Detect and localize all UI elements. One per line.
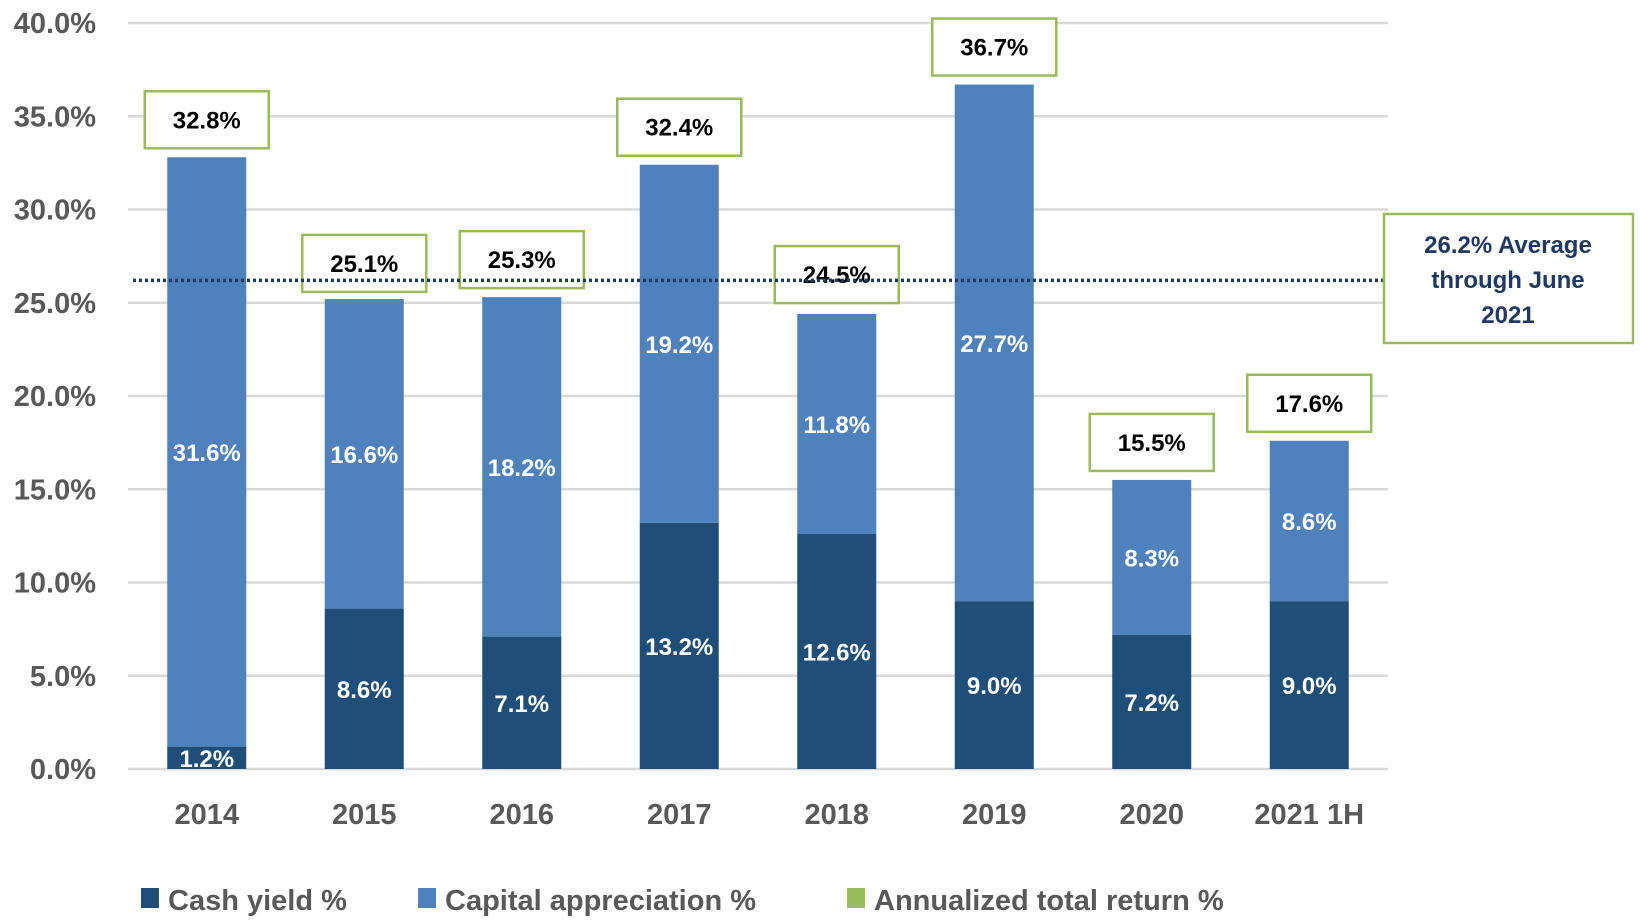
y-tick-label: 5.0% xyxy=(30,661,96,693)
capital-appreciation-label: 11.8% xyxy=(803,412,870,439)
annotation-text: 26.2% Average xyxy=(1424,232,1592,259)
capital-appreciation-label: 18.2% xyxy=(488,455,556,482)
bar-capital-appreciation xyxy=(324,299,404,609)
capital-appreciation-label: 27.7% xyxy=(960,331,1028,358)
bar-capital-appreciation xyxy=(482,297,562,637)
y-tick-label: 15.0% xyxy=(14,474,96,506)
legend-swatch xyxy=(847,888,865,908)
x-axis-ticks: 2014 2015 2016 2017 2018 2019 2020 2021 1H xyxy=(174,799,1364,831)
cash-yield-label: 1.2% xyxy=(179,746,234,773)
legend-label: Annualized total return % xyxy=(874,885,1224,917)
annotation-box xyxy=(1382,212,1635,345)
total-return-label: 17.6% xyxy=(1275,391,1343,418)
total-return-box xyxy=(1088,412,1215,473)
total-return-label: 24.5% xyxy=(803,262,871,289)
bars: 1.2% 31.6% 32.8% 8.6% 16.6% 25.1% 7.1% 18.2% 25.… xyxy=(143,17,1373,773)
bar-cash-yield xyxy=(482,636,562,769)
total-return-label: 25.3% xyxy=(488,247,556,274)
bar-capital-appreciation xyxy=(797,313,877,535)
bar-cash-yield xyxy=(797,534,877,769)
total-return-label: 25.1% xyxy=(330,251,398,278)
capital-appreciation-label: 8.3% xyxy=(1124,545,1179,572)
cash-yield-label: 9.0% xyxy=(967,673,1022,700)
x-tick-label: 2020 xyxy=(1119,799,1184,831)
total-return-label: 36.7% xyxy=(960,35,1028,62)
x-tick-label: 2018 xyxy=(804,799,869,831)
x-tick-label: 2021 1H xyxy=(1254,799,1364,831)
bar-capital-appreciation xyxy=(954,84,1034,602)
x-tick-label: 2014 xyxy=(174,799,239,831)
bar-cash-yield xyxy=(639,522,719,769)
total-return-label: 15.5% xyxy=(1118,430,1186,457)
bar-cash-yield xyxy=(1269,601,1349,769)
capital-appreciation-label: 19.2% xyxy=(645,332,713,359)
average-annotation: 26.2% Average through June 2021 xyxy=(1382,212,1635,345)
x-tick-label: 2015 xyxy=(332,799,397,831)
total-return-box xyxy=(931,17,1058,77)
total-return-label: 32.4% xyxy=(645,115,713,142)
y-tick-label: 30.0% xyxy=(14,195,96,227)
y-tick-label: 25.0% xyxy=(14,288,96,320)
cash-yield-label: 13.2% xyxy=(645,634,713,661)
cash-yield-label: 8.6% xyxy=(337,677,392,704)
annotation-text: 2021 xyxy=(1481,302,1534,329)
total-return-box xyxy=(143,90,270,150)
legend-label: Capital appreciation % xyxy=(445,885,756,917)
y-tick-label: 40.0% xyxy=(14,8,96,40)
total-return-box xyxy=(301,233,428,294)
bar-capital-appreciation xyxy=(167,157,247,747)
total-return-box xyxy=(773,244,900,305)
capital-appreciation-label: 31.6% xyxy=(173,440,241,467)
total-return-label: 32.8% xyxy=(173,107,241,134)
bar-cash-yield xyxy=(324,608,404,769)
legend: Cash yield % Capital appreciation % Annual… xyxy=(141,885,1224,917)
y-tick-label: 0.0% xyxy=(30,754,96,786)
capital-appreciation-label: 8.6% xyxy=(1282,509,1337,536)
cash-yield-label: 7.1% xyxy=(494,691,549,718)
bar-capital-appreciation xyxy=(1269,440,1349,602)
total-return-box xyxy=(616,97,743,157)
capital-appreciation-label: 16.6% xyxy=(330,442,398,469)
x-tick-label: 2019 xyxy=(962,799,1027,831)
legend-swatch xyxy=(418,888,436,908)
cash-yield-label: 9.0% xyxy=(1282,673,1337,700)
annotation-text: through June xyxy=(1431,267,1584,294)
x-tick-label: 2016 xyxy=(489,799,554,831)
legend-label: Cash yield % xyxy=(168,885,347,917)
x-tick-label: 2017 xyxy=(647,799,712,831)
y-axis-ticks: 0.0% 5.0% 10.0% 15.0% 20.0% 25.0% 30.0% 35.0% 40… xyxy=(14,8,96,786)
cash-yield-label: 12.6% xyxy=(803,640,871,667)
bar-capital-appreciation xyxy=(639,164,719,523)
total-return-box xyxy=(1246,373,1373,434)
total-return-box xyxy=(458,229,585,290)
bar-cash-yield xyxy=(954,601,1034,769)
y-tick-label: 35.0% xyxy=(14,101,96,133)
y-tick-label: 10.0% xyxy=(14,568,96,600)
bar-cash-yield xyxy=(1112,634,1192,769)
y-tick-label: 20.0% xyxy=(14,381,96,413)
legend-swatch xyxy=(141,888,159,908)
bar-cash-yield xyxy=(167,746,247,769)
cash-yield-label: 7.2% xyxy=(1124,690,1179,717)
bar-capital-appreciation xyxy=(1112,479,1192,635)
gridlines xyxy=(128,21,1388,771)
